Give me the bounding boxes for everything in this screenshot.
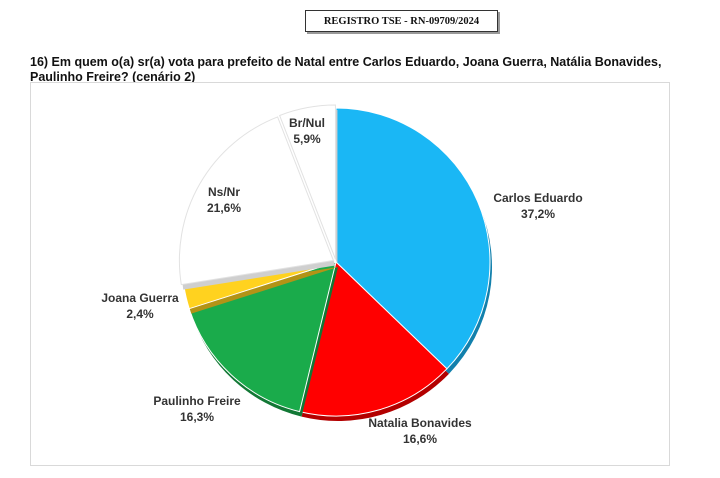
slice-value-br-nul: 5,9% — [293, 132, 321, 146]
pie-slice-br-nul — [279, 104, 336, 260]
slice-name-ns-nr: Ns/Nr — [208, 185, 240, 199]
slice-value-carlos-eduardo: 37,2% — [521, 207, 555, 221]
slice-name-joana-guerra: Joana Guerra — [101, 291, 179, 305]
slice-value-joana-guerra: 2,4% — [126, 307, 154, 321]
pie-slice-ns-nr — [178, 116, 335, 286]
slice-name-paulinho-freire: Paulinho Freire — [153, 394, 241, 408]
slice-value-paulinho-freire: 16,3% — [180, 410, 214, 424]
registry-badge: REGISTRO TSE - RN-09709/2024 — [305, 10, 498, 32]
slice-value-ns-nr: 21,6% — [207, 201, 241, 215]
question-title: 16) Em quem o(a) sr(a) vota para prefeit… — [30, 55, 662, 84]
slice-name-natalia-bonavides: Natalia Bonavides — [368, 416, 472, 430]
pie-slice-carlos-eduardo — [335, 107, 491, 370]
slice-value-natalia-bonavides: 16,6% — [403, 432, 437, 446]
slice-name-br-nul: Br/Nul — [289, 116, 325, 130]
slice-name-carlos-eduardo: Carlos Eduardo — [493, 191, 582, 205]
pie-slice-shadow-3 — [185, 267, 338, 314]
pie-slice-natalia-bonavides — [298, 261, 448, 417]
